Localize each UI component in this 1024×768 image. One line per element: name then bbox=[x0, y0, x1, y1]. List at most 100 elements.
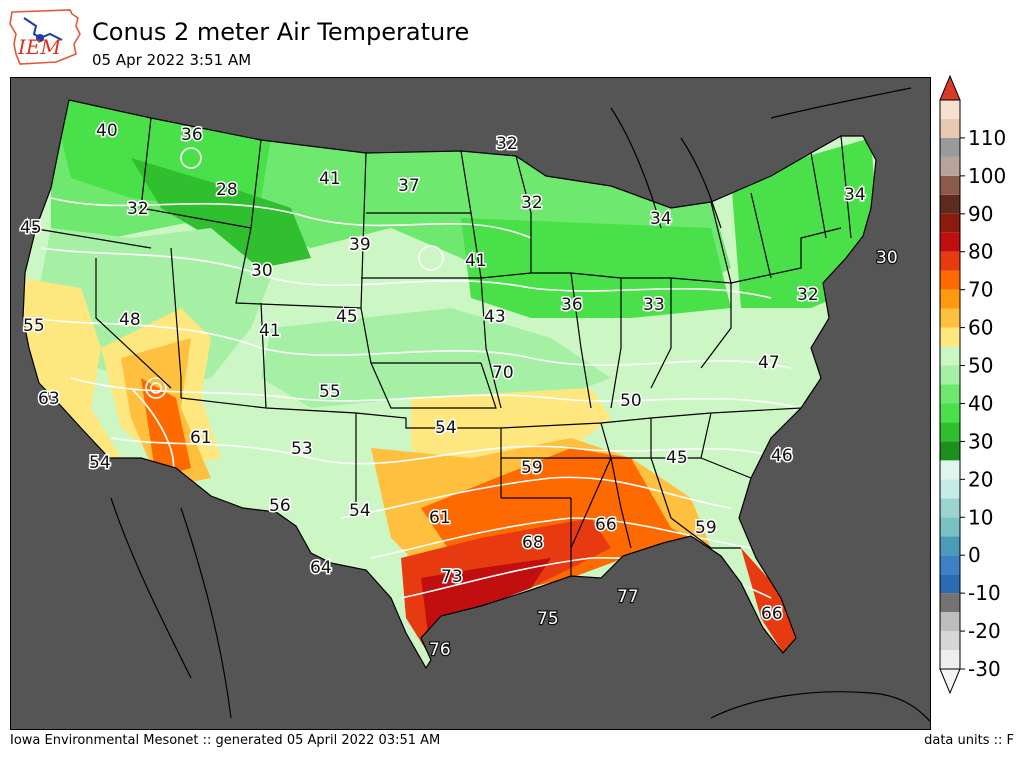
fill-zone-45-50-plains bbox=[261, 308, 611, 408]
temp-label: 36 bbox=[181, 125, 203, 145]
fill-zone-35-40-midwest bbox=[461, 218, 731, 318]
temp-label: 54 bbox=[349, 501, 371, 521]
colorbar-bin bbox=[940, 422, 960, 442]
colorbar-bin bbox=[940, 498, 960, 518]
isotherm-contours bbox=[30, 147, 802, 599]
temp-label: 34 bbox=[650, 209, 672, 229]
colorbar-tick-label: 100 bbox=[968, 164, 1006, 188]
temp-label: 54 bbox=[89, 453, 111, 473]
temp-label: 32 bbox=[496, 134, 518, 154]
temp-label: 40 bbox=[96, 121, 118, 141]
colorbar-bin bbox=[940, 460, 960, 480]
isotherm-line bbox=[40, 247, 772, 299]
temp-label: 30 bbox=[251, 261, 273, 281]
colorbar-bin bbox=[940, 536, 960, 556]
temp-label: 48 bbox=[119, 310, 141, 330]
temp-label: 59 bbox=[521, 458, 543, 478]
colorbar-tick-label: -10 bbox=[968, 581, 1001, 605]
temperature-map: 40 36 32 28 41 37 32 32 34 34 45 39 30 4… bbox=[11, 78, 930, 729]
colorbar-bin bbox=[940, 175, 960, 195]
isotherm-line bbox=[50, 197, 532, 239]
fill-zone-70-75-desert bbox=[141, 378, 191, 478]
footer-units: data units :: F bbox=[924, 733, 1014, 748]
temp-label: 28 bbox=[216, 180, 238, 200]
temp-label: 59 bbox=[695, 518, 717, 538]
colorbar-bin bbox=[940, 650, 960, 669]
colorbar-bin bbox=[940, 593, 960, 613]
colorbar-bin bbox=[940, 365, 960, 385]
colorbar-tick-label: 90 bbox=[968, 202, 993, 226]
temp-label: 41 bbox=[319, 169, 341, 189]
colorbar-tick-label: 50 bbox=[968, 354, 993, 378]
isotherm-line bbox=[340, 476, 732, 519]
isotherm-line bbox=[70, 377, 802, 409]
temp-label: 41 bbox=[259, 321, 281, 341]
colorbar-tick-label: -30 bbox=[968, 657, 1001, 681]
colorbar-tick-label: 110 bbox=[968, 126, 1006, 150]
colorbar-tick-label: -20 bbox=[968, 619, 1001, 643]
colorbar-bin bbox=[940, 289, 960, 309]
isotherm-closed-loop bbox=[180, 147, 202, 169]
colorbar-tick-label: 70 bbox=[968, 278, 993, 302]
colorbar-bin bbox=[940, 574, 960, 594]
temp-label: 77 bbox=[617, 587, 639, 607]
colorbar-tick-label: 40 bbox=[968, 391, 993, 415]
temp-label: 70 bbox=[492, 363, 514, 383]
cuba-coast bbox=[710, 691, 930, 722]
temp-label: 32 bbox=[127, 199, 149, 219]
temp-label: 37 bbox=[398, 176, 420, 196]
temp-label: 30 bbox=[876, 248, 898, 268]
temp-label: 68 bbox=[522, 533, 544, 553]
temp-label: 55 bbox=[319, 382, 341, 402]
temperature-fill-layer bbox=[23, 100, 876, 658]
iem-logo: IEM bbox=[6, 4, 86, 72]
colorbar-bin bbox=[940, 612, 960, 632]
logo-text: IEM bbox=[17, 35, 62, 59]
colorbar-bin bbox=[940, 517, 960, 537]
fill-zone-80-85-south-texas bbox=[421, 558, 551, 658]
temp-label: 64 bbox=[310, 558, 332, 578]
station-labels-layer: 40 36 32 28 41 37 32 32 34 34 45 39 30 4… bbox=[19, 120, 899, 662]
isotherm-closed-loop bbox=[418, 245, 444, 271]
colorbar-tick-label: 80 bbox=[968, 240, 993, 264]
temp-label: 32 bbox=[521, 193, 543, 213]
colorbar-bin bbox=[940, 137, 960, 157]
temp-label: 54 bbox=[435, 418, 457, 438]
state-boundaries bbox=[22, 87, 930, 722]
isotherm-closed-loop bbox=[145, 377, 167, 399]
colorbar-bins bbox=[940, 100, 960, 669]
temperature-colorbar: 110 100 90 80 70 60 50 40 30 20 10 0 -10 -20 -30 bbox=[930, 72, 1024, 697]
colorbar-tick-label: 30 bbox=[968, 429, 993, 453]
colorbar-bin bbox=[940, 346, 960, 366]
colorbar-bin bbox=[940, 441, 960, 461]
colorbar-min-arrow-icon bbox=[939, 668, 961, 695]
temp-label: 45 bbox=[336, 307, 358, 327]
colorbar-bin bbox=[940, 156, 960, 176]
map-panel: 40 36 32 28 41 37 32 32 34 34 45 39 30 4… bbox=[10, 77, 931, 730]
temp-label: 39 bbox=[349, 235, 371, 255]
temp-label: 66 bbox=[761, 604, 783, 624]
colorbar-max-arrow-icon bbox=[939, 74, 961, 101]
temp-label: 53 bbox=[291, 439, 313, 459]
colorbar-bin bbox=[940, 270, 960, 290]
temp-label: 41 bbox=[465, 251, 487, 271]
temp-label: 66 bbox=[595, 515, 617, 535]
baja-coast bbox=[110, 497, 232, 719]
lake-outlines bbox=[610, 87, 912, 229]
conus-outline bbox=[22, 99, 877, 670]
temp-label: 50 bbox=[620, 391, 642, 411]
station-dot-icon bbox=[36, 34, 44, 42]
map-title: Conus 2 meter Air Temperature bbox=[92, 18, 470, 46]
temp-label: 61 bbox=[190, 428, 212, 448]
colorbar-bin bbox=[940, 308, 960, 328]
temp-label: 36 bbox=[561, 295, 583, 315]
colorbar-bin bbox=[940, 327, 960, 347]
colorbar-bin bbox=[940, 213, 960, 233]
temp-label: 56 bbox=[269, 496, 291, 516]
colorbar-bin bbox=[940, 251, 960, 271]
temp-label: 63 bbox=[38, 389, 60, 409]
colorbar-bin bbox=[940, 118, 960, 138]
isotherm-closed-loop bbox=[150, 382, 162, 394]
